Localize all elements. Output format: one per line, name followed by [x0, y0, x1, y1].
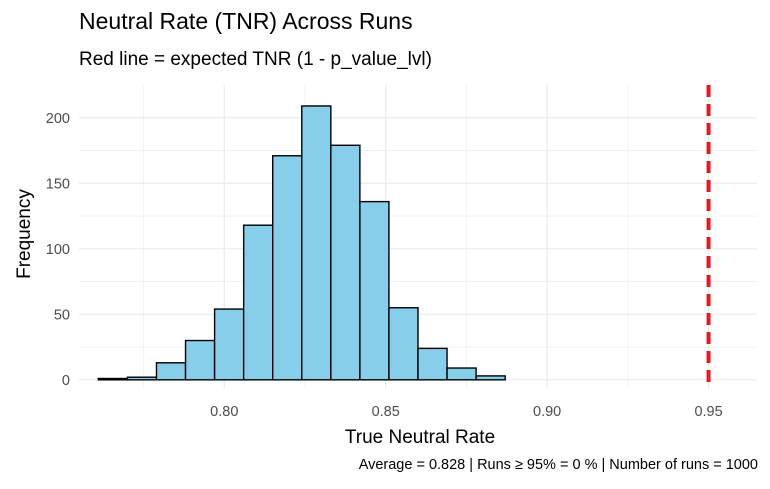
histogram-bar	[417, 347, 448, 381]
y-axis-ticks: 0 50 100 150 200	[46, 111, 70, 389]
histogram-bar	[272, 155, 303, 381]
y-tick-label: 100	[46, 242, 70, 258]
x-axis-ticks: 0.80 0.85 0.90 0.95	[210, 404, 723, 420]
histogram-bar	[446, 367, 477, 381]
histogram-bar	[242, 224, 274, 381]
histogram-bar	[388, 307, 419, 381]
histogram-bars	[97, 105, 506, 381]
x-tick-label: 0.80	[210, 404, 238, 420]
y-axis-title: Frequency	[14, 189, 35, 279]
histogram-bar	[475, 375, 506, 381]
histogram-bar	[97, 377, 129, 381]
histogram-bar	[184, 339, 216, 381]
histogram-bar	[359, 200, 390, 381]
histogram-bar	[301, 105, 332, 381]
y-tick-label: 50	[54, 307, 70, 323]
chart-caption: Average = 0.828 | Runs ≥ 95% = 0 % | Num…	[358, 457, 758, 473]
histogram-bar	[330, 144, 361, 381]
x-tick-label: 0.90	[533, 404, 561, 420]
y-tick-label: 0	[62, 373, 70, 389]
histogram-bar	[126, 376, 158, 381]
x-tick-label: 0.95	[694, 404, 722, 420]
y-tick-label: 150	[46, 176, 70, 192]
histogram-bar	[155, 362, 187, 381]
y-tick-label: 200	[46, 111, 70, 127]
chart-subtitle: Red line = expected TNR (1 - p_value_lvl…	[79, 49, 432, 70]
x-axis-title: True Neutral Rate	[345, 427, 495, 448]
x-tick-label: 0.85	[372, 404, 400, 420]
chart-title: Neutral Rate (TNR) Across Runs	[79, 8, 413, 34]
histogram-bar	[213, 308, 245, 381]
